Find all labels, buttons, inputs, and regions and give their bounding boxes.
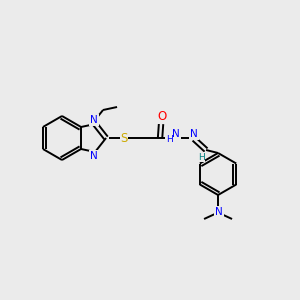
Text: O: O [158,110,167,124]
Text: N: N [215,207,223,217]
Text: N: N [90,151,98,161]
Text: N: N [190,129,198,139]
Text: N: N [172,129,180,139]
Text: H: H [166,136,172,145]
Text: S: S [120,131,128,145]
Text: N: N [90,115,98,125]
Text: H: H [198,152,204,161]
